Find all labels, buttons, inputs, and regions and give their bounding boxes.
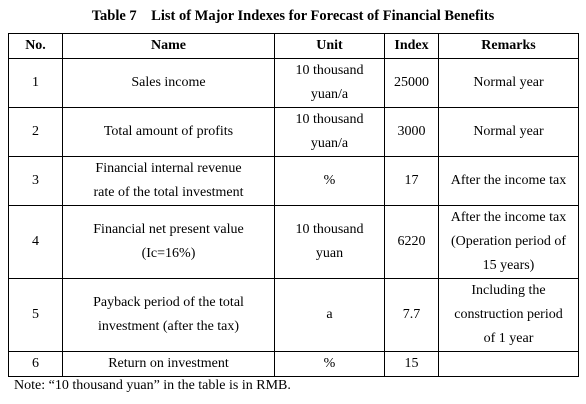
cell-name: Financial net present value (Ic=16%) [62, 205, 275, 279]
financial-indexes-table: No. Name Unit Index Remarks 1 Sales inco… [8, 33, 579, 377]
cell-line: Total amount of profits [103, 124, 234, 139]
cell-line: yuan/a [310, 87, 349, 102]
cell-unit: 10 thousand yuan [274, 205, 385, 279]
header-no: No. [8, 33, 63, 59]
cell-remarks: Including the construction period of 1 yea… [438, 278, 579, 352]
cell-line: Normal year [473, 124, 544, 139]
table-row: 3 Financial internal revenue rate of the … [8, 156, 579, 206]
cell-line: Financial net present value [93, 222, 244, 237]
cell-name: Return on investment [62, 351, 275, 377]
cell-unit: % [274, 351, 385, 377]
cell-line: yuan [315, 246, 344, 261]
header-index: Index [384, 33, 439, 59]
cell-index: 6220 [384, 205, 439, 279]
cell-line: yuan/a [310, 136, 349, 151]
table-row: 6 Return on investment % 15 [8, 351, 579, 377]
cell-line: (Ic=16%) [141, 246, 196, 261]
cell-index: 25000 [384, 58, 439, 108]
cell-unit: a [274, 278, 385, 352]
cell-no: 4 [8, 205, 63, 279]
cell-line: Financial internal revenue [95, 161, 242, 176]
cell-name: Sales income [62, 58, 275, 108]
cell-unit: 10 thousand yuan/a [274, 58, 385, 108]
cell-line: Payback period of the total [93, 295, 244, 310]
cell-remarks: After the income tax (Operation period of… [438, 205, 579, 279]
cell-line: 10 thousand [295, 112, 364, 127]
cell-no: 1 [8, 58, 63, 108]
header-unit: Unit [274, 33, 385, 59]
cell-no: 2 [8, 107, 63, 157]
cell-line: 15 years) [482, 258, 535, 273]
cell-line: 10 thousand [295, 222, 364, 237]
cell-remarks [438, 351, 579, 377]
cell-line: Normal year [473, 75, 544, 90]
header-remarks: Remarks [438, 33, 579, 59]
cell-line: Including the [471, 283, 546, 298]
table-note: Note: “10 thousand yuan” in the table is… [14, 378, 291, 393]
cell-index: 15 [384, 351, 439, 377]
cell-line: rate of the total investment [93, 185, 244, 200]
cell-line: After the income tax [450, 210, 567, 225]
cell-unit: 10 thousand yuan/a [274, 107, 385, 157]
cell-no: 6 [8, 351, 63, 377]
cell-line: % [323, 173, 336, 188]
cell-no: 3 [8, 156, 63, 206]
cell-unit: % [274, 156, 385, 206]
cell-line: % [323, 356, 336, 371]
cell-line: of 1 year [483, 331, 534, 346]
cell-line: After the income tax [450, 173, 567, 188]
cell-line: Return on investment [108, 356, 229, 371]
cell-index: 3000 [384, 107, 439, 157]
cell-line: Sales income [131, 75, 206, 90]
table-header-row: No. Name Unit Index Remarks [8, 33, 579, 59]
cell-remarks: Normal year [438, 107, 579, 157]
cell-line: a [326, 307, 333, 322]
cell-remarks: After the income tax [438, 156, 579, 206]
cell-line: construction period [454, 307, 563, 322]
cell-name: Payback period of the total investment (a… [62, 278, 275, 352]
table-title: Table 7 List of Major Indexes for Foreca… [91, 8, 495, 24]
cell-index: 17 [384, 156, 439, 206]
cell-line: (Operation period of [450, 234, 567, 249]
cell-remarks: Normal year [438, 58, 579, 108]
table-row: 1 Sales income 10 thousand yuan/a 25000 N… [8, 58, 579, 108]
cell-name: Total amount of profits [62, 107, 275, 157]
table-row: 5 Payback period of the total investment … [8, 278, 579, 352]
cell-line: 10 thousand [295, 63, 364, 78]
cell-name: Financial internal revenue rate of the to… [62, 156, 275, 206]
cell-index: 7.7 [384, 278, 439, 352]
header-name: Name [62, 33, 275, 59]
table-row: 2 Total amount of profits 10 thousand yua… [8, 107, 579, 157]
cell-line: investment (after the tax) [97, 319, 240, 334]
cell-no: 5 [8, 278, 63, 352]
table-row: 4 Financial net present value (Ic=16%) 10… [8, 205, 579, 279]
